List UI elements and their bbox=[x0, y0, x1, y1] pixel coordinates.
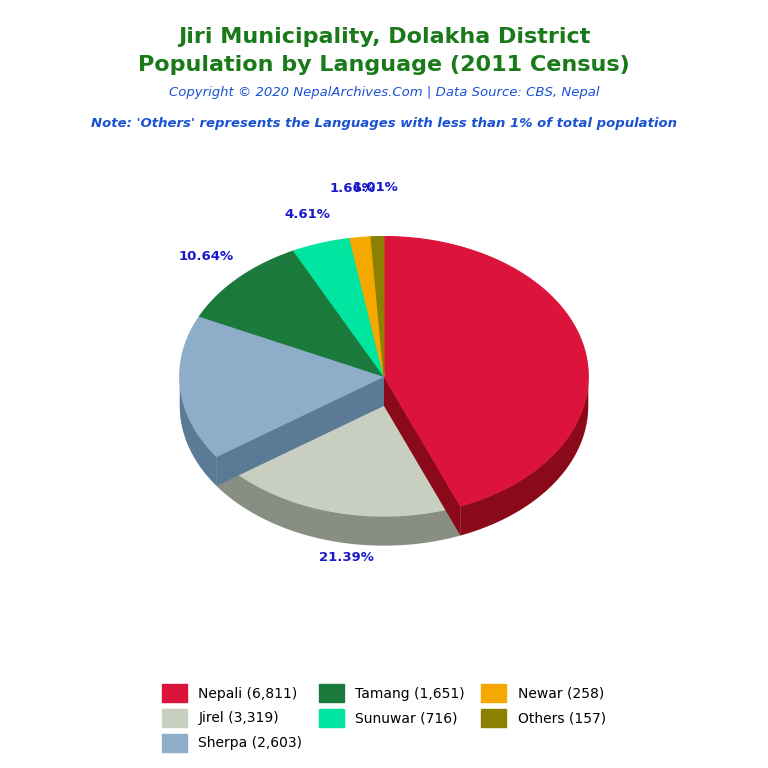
Polygon shape bbox=[217, 376, 384, 486]
Polygon shape bbox=[217, 456, 460, 545]
Polygon shape bbox=[384, 237, 588, 506]
Text: Jiri Municipality, Dolakha District: Jiri Municipality, Dolakha District bbox=[178, 27, 590, 47]
Text: Population by Language (2011 Census): Population by Language (2011 Census) bbox=[138, 55, 630, 75]
Polygon shape bbox=[384, 376, 460, 535]
Polygon shape bbox=[371, 237, 384, 376]
Polygon shape bbox=[350, 237, 384, 376]
Text: 16.78%: 16.78% bbox=[224, 386, 280, 399]
Legend: Nepali (6,811), Jirel (3,319), Sherpa (2,603), Tamang (1,651), Sunuwar (716), Ne: Nepali (6,811), Jirel (3,319), Sherpa (2… bbox=[157, 679, 611, 757]
Polygon shape bbox=[384, 376, 460, 535]
Text: 1.01%: 1.01% bbox=[353, 181, 398, 194]
Text: 21.39%: 21.39% bbox=[319, 551, 373, 564]
Polygon shape bbox=[180, 376, 217, 486]
Text: Note: 'Others' represents the Languages with less than 1% of total population: Note: 'Others' represents the Languages … bbox=[91, 117, 677, 130]
Polygon shape bbox=[180, 316, 384, 456]
Polygon shape bbox=[200, 251, 384, 376]
Text: Copyright © 2020 NepalArchives.Com | Data Source: CBS, Nepal: Copyright © 2020 NepalArchives.Com | Dat… bbox=[169, 86, 599, 99]
Polygon shape bbox=[460, 376, 588, 535]
Text: 1.66%: 1.66% bbox=[329, 182, 375, 195]
Text: 10.64%: 10.64% bbox=[179, 250, 234, 263]
Polygon shape bbox=[217, 376, 384, 486]
Text: 43.90%: 43.90% bbox=[487, 334, 542, 347]
Polygon shape bbox=[217, 376, 460, 516]
Polygon shape bbox=[293, 239, 384, 376]
Text: 4.61%: 4.61% bbox=[284, 207, 330, 220]
